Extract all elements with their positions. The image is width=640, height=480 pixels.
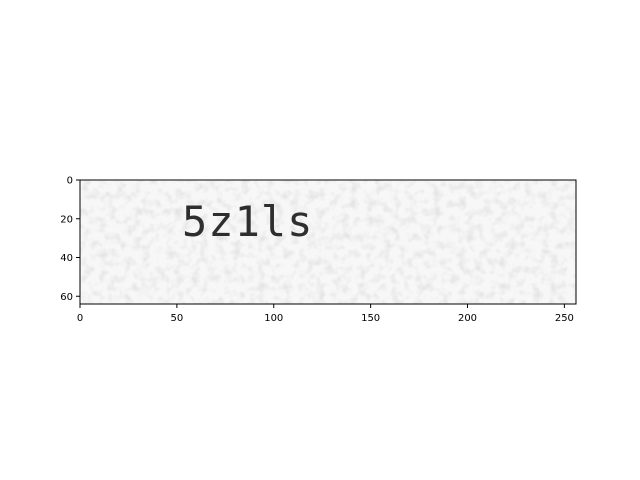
axes-frame	[79, 179, 577, 305]
y-tick-label: 0	[67, 176, 73, 187]
image-noise	[80, 180, 576, 304]
x-tick-label: 50	[171, 313, 184, 324]
x-tick-label: 150	[361, 313, 380, 324]
captcha-image: 5z1ls	[80, 180, 576, 304]
x-tick-label: 100	[264, 313, 283, 324]
x-tick-label: 200	[458, 313, 477, 324]
captcha-text: 5z1ls	[182, 197, 313, 246]
x-tick-label: 0	[77, 313, 83, 324]
y-tick-label: 60	[60, 292, 73, 303]
y-tick-label: 40	[60, 253, 73, 264]
x-tick-label: 250	[555, 313, 574, 324]
y-tick-label: 20	[60, 214, 73, 225]
x-axis: 0 50 100 150 200 250	[77, 304, 574, 324]
y-axis: 0 20 40 60	[60, 176, 80, 303]
